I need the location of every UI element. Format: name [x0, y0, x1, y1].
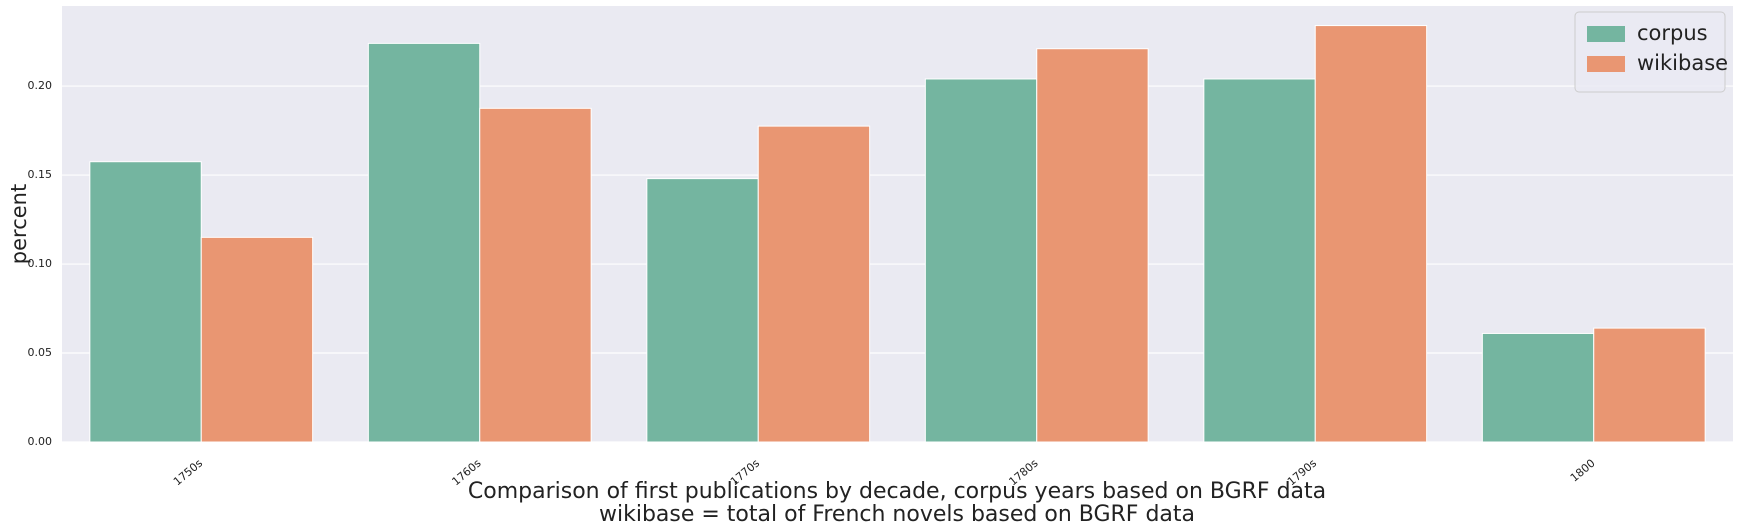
legend-swatch: [1587, 56, 1625, 72]
y-tick-label: 0.10: [28, 257, 53, 270]
bar: [1314, 25, 1428, 443]
bar: [367, 42, 481, 443]
y-tick-label: 0.05: [28, 346, 53, 359]
bar: [646, 178, 759, 443]
plot-background: [62, 6, 1733, 442]
legend-label: wikibase: [1637, 51, 1728, 75]
bar: [924, 78, 1038, 443]
x-tick-label: 1750s: [171, 456, 205, 488]
y-tick-label: 0.20: [28, 79, 53, 92]
bar: [1036, 48, 1149, 443]
y-tick-label: 0.00: [28, 435, 53, 448]
bar: [89, 161, 202, 443]
bar: [1481, 332, 1595, 443]
x-axis-label: wikibase = total of French novels based …: [599, 502, 1195, 527]
bar: [479, 107, 592, 443]
y-axis-label: percent: [7, 184, 31, 264]
bar: [200, 236, 314, 443]
legend-label: corpus: [1637, 21, 1708, 45]
x-tick-label: 1800: [1568, 457, 1598, 485]
x-axis-label: Comparison of first publications by deca…: [468, 479, 1326, 504]
legend-swatch: [1587, 26, 1625, 42]
bar: [1593, 327, 1706, 443]
y-tick-label: 0.15: [28, 168, 53, 181]
bar: [757, 125, 871, 443]
bar: [1203, 78, 1316, 443]
